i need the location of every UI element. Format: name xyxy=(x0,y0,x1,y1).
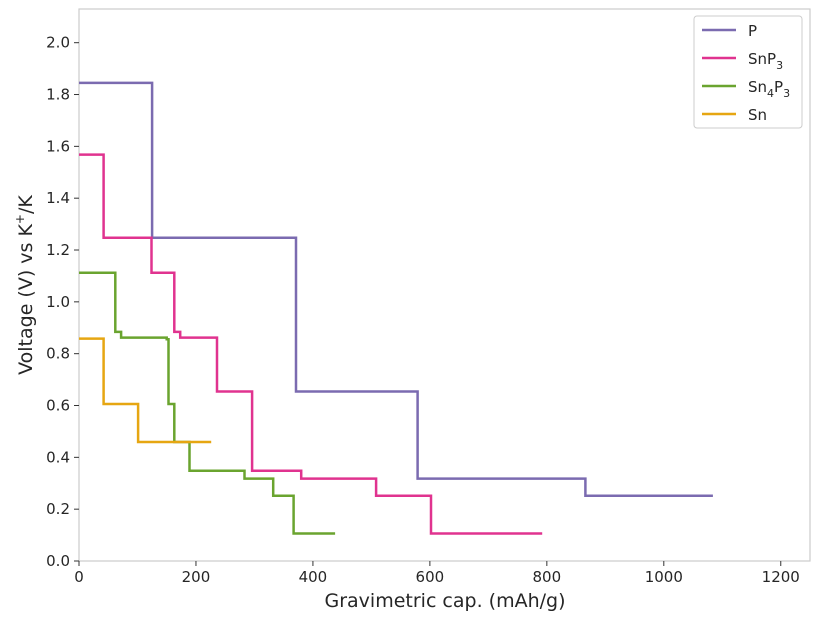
y-axis-label-sup: + xyxy=(13,214,27,224)
x-tick-label: 1200 xyxy=(762,568,800,586)
y-tick-label: 1.2 xyxy=(46,241,70,259)
series-line-p xyxy=(79,81,713,497)
plot-area xyxy=(78,8,811,562)
x-tick-label: 600 xyxy=(416,568,445,586)
x-tick-label: 400 xyxy=(299,568,328,586)
y-tick-label: 1.6 xyxy=(46,137,70,155)
legend-label-snp3: SnP3 xyxy=(748,50,783,72)
y-tick-label: 0.4 xyxy=(46,448,70,466)
y-tick-label: 1.4 xyxy=(46,189,70,207)
series-line-sn4p3 xyxy=(79,271,336,535)
series-line-sn xyxy=(79,337,212,444)
legend: P SnP3 Sn4P3 Sn xyxy=(693,15,803,129)
series-line-snp3 xyxy=(79,153,543,535)
legend-label-p: P xyxy=(748,22,757,40)
y-tick-label: 0.6 xyxy=(46,397,70,415)
y-tick-label: 0.0 xyxy=(46,552,70,570)
y-axis-label: Voltage (V) vs K+/K xyxy=(13,195,37,375)
x-tick-label: 200 xyxy=(182,568,211,586)
y-tick-label: 1.0 xyxy=(46,293,70,311)
x-axis-label: Gravimetric cap. (mAh/g) xyxy=(325,590,566,612)
y-tick-label: 0.8 xyxy=(46,345,70,363)
y-tick-label: 1.8 xyxy=(46,86,70,104)
legend-label-sn: Sn xyxy=(748,106,767,124)
legend-box xyxy=(693,15,803,129)
x-tick-label: 800 xyxy=(533,568,562,586)
x-tick-label: 0 xyxy=(74,568,84,586)
legend-label-sn4p3: Sn4P3 xyxy=(748,78,790,100)
series-layer xyxy=(79,81,713,535)
x-tick-label: 1000 xyxy=(645,568,683,586)
y-tick-label: 2.0 xyxy=(46,34,70,52)
y-tick-label: 0.2 xyxy=(46,500,70,518)
y-axis-label-suffix: /K xyxy=(15,195,37,214)
tick-layer: 0 200 400 600 800 1000 1200 0.0 0.2 0.4 0.6 0.8 1.0 1… xyxy=(46,34,800,586)
y-axis-label-base: Voltage (V) vs K xyxy=(15,224,37,375)
